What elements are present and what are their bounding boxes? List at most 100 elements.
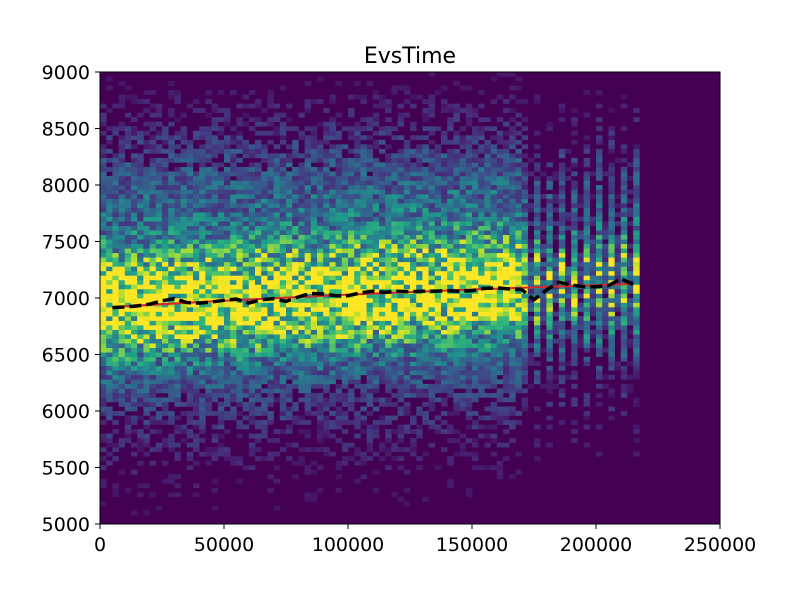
heatmap-cell bbox=[360, 352, 367, 358]
heatmap-cell bbox=[310, 320, 318, 326]
heatmap-cell bbox=[558, 288, 566, 294]
heatmap-cell bbox=[447, 302, 454, 308]
heatmap-cell bbox=[453, 148, 460, 154]
heatmap-cell bbox=[224, 230, 231, 236]
heatmap-cell bbox=[261, 334, 268, 339]
heatmap-cell bbox=[546, 320, 553, 326]
heatmap-cell bbox=[199, 266, 206, 272]
heatmap-cell bbox=[310, 311, 318, 317]
heatmap-cell bbox=[261, 203, 268, 208]
heatmap-cell bbox=[403, 429, 411, 434]
heatmap-cell bbox=[193, 392, 200, 398]
heatmap-cell bbox=[236, 411, 243, 416]
heatmap-cell bbox=[447, 157, 454, 163]
heatmap-cell bbox=[279, 383, 287, 389]
heatmap-cell bbox=[155, 284, 163, 290]
heatmap-cell bbox=[360, 365, 367, 371]
heatmap-cell bbox=[496, 442, 504, 448]
heatmap-cell bbox=[155, 148, 163, 154]
heatmap-cell bbox=[298, 311, 305, 317]
heatmap-cell bbox=[453, 343, 460, 349]
heatmap-cell bbox=[199, 243, 206, 249]
heatmap-cell bbox=[385, 465, 392, 471]
heatmap-cell bbox=[360, 144, 367, 150]
heatmap-cell bbox=[465, 171, 473, 177]
heatmap-cell bbox=[515, 311, 522, 317]
heatmap-cell bbox=[453, 383, 460, 389]
heatmap-cell bbox=[211, 397, 219, 403]
heatmap-cell bbox=[298, 334, 305, 339]
heatmap-cell bbox=[211, 347, 219, 353]
heatmap-cell bbox=[273, 311, 281, 317]
heatmap-cell bbox=[385, 203, 392, 208]
heatmap-cell bbox=[186, 334, 194, 339]
heatmap-cell bbox=[286, 406, 293, 412]
heatmap-cell bbox=[397, 189, 405, 195]
heatmap-cell bbox=[261, 379, 268, 385]
heatmap-cell bbox=[546, 230, 553, 236]
heatmap-cell bbox=[496, 316, 504, 321]
heatmap-cell bbox=[335, 171, 343, 177]
heatmap-cell bbox=[106, 343, 113, 349]
heatmap-cell bbox=[217, 316, 225, 321]
heatmap-cell bbox=[304, 374, 312, 380]
heatmap-cell bbox=[100, 433, 107, 439]
heatmap-cell bbox=[236, 189, 243, 195]
heatmap-cell bbox=[360, 94, 367, 100]
heatmap-cell bbox=[335, 189, 343, 195]
heatmap-cell bbox=[465, 492, 473, 498]
heatmap-cell bbox=[385, 302, 392, 308]
heatmap-cell bbox=[242, 207, 250, 213]
heatmap-cell bbox=[534, 166, 541, 172]
heatmap-cell bbox=[403, 266, 411, 272]
heatmap-cell bbox=[267, 456, 274, 462]
heatmap-cell bbox=[534, 216, 541, 222]
heatmap-cell bbox=[137, 180, 144, 186]
heatmap-cell bbox=[360, 383, 367, 389]
heatmap-cell bbox=[490, 365, 498, 371]
heatmap-cell bbox=[534, 175, 541, 181]
heatmap-cell bbox=[149, 406, 157, 412]
heatmap-cell bbox=[428, 180, 436, 186]
heatmap-cell bbox=[230, 329, 237, 335]
heatmap-cell bbox=[391, 293, 398, 299]
heatmap-cell bbox=[571, 374, 578, 380]
heatmap-cell bbox=[155, 248, 163, 254]
heatmap-cell bbox=[242, 383, 250, 389]
heatmap-cell bbox=[310, 157, 318, 163]
heatmap-cell bbox=[248, 203, 256, 208]
heatmap-cell bbox=[521, 257, 529, 263]
heatmap-cell bbox=[230, 397, 237, 403]
heatmap-cell bbox=[558, 153, 566, 159]
heatmap-cell bbox=[372, 379, 380, 385]
heatmap-cell bbox=[193, 424, 200, 430]
heatmap-cell bbox=[379, 347, 386, 353]
heatmap-cell bbox=[521, 298, 529, 303]
heatmap-cell bbox=[131, 257, 138, 263]
heatmap-cell bbox=[273, 216, 281, 222]
heatmap-cell bbox=[341, 320, 349, 326]
heatmap-cell bbox=[236, 139, 243, 145]
heatmap-cell bbox=[348, 185, 355, 190]
heatmap-cell bbox=[217, 451, 225, 457]
heatmap-cell bbox=[366, 148, 374, 154]
heatmap-cell bbox=[255, 221, 262, 226]
heatmap-cell bbox=[447, 379, 454, 385]
heatmap-cell bbox=[230, 248, 237, 254]
heatmap-cell bbox=[236, 194, 243, 199]
heatmap-cell bbox=[546, 365, 553, 371]
heatmap-cell bbox=[422, 392, 429, 398]
heatmap-cell bbox=[515, 338, 522, 344]
heatmap-cell bbox=[472, 221, 479, 226]
heatmap-cell bbox=[472, 465, 479, 471]
heatmap-cell bbox=[193, 284, 200, 290]
heatmap-cell bbox=[137, 257, 144, 263]
heatmap-cell bbox=[534, 189, 541, 195]
heatmap-cell bbox=[341, 180, 349, 186]
heatmap-cell bbox=[149, 275, 157, 281]
heatmap-cell bbox=[552, 288, 560, 294]
heatmap-cell bbox=[155, 415, 163, 421]
heatmap-cell bbox=[472, 130, 479, 136]
heatmap-cell bbox=[366, 270, 374, 276]
heatmap-cell bbox=[174, 144, 181, 150]
